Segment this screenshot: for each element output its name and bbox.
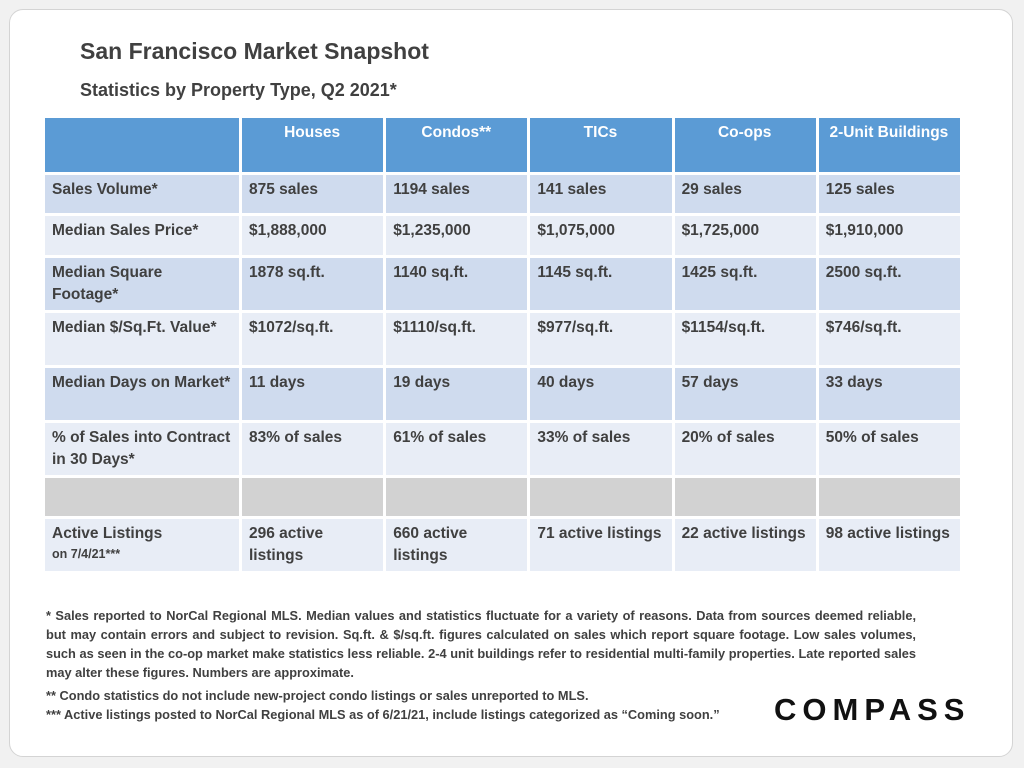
table-cell: 40 days [530, 368, 672, 420]
table-row: % of Sales into Contract in 30 Days* 83%… [45, 423, 960, 475]
spacer-cell [818, 478, 960, 516]
table-cell: 141 sales [530, 175, 672, 213]
row-label: Active Listings [52, 525, 163, 542]
table-cell: 1425 sq.ft. [674, 258, 816, 310]
table-cell: 50% of sales [818, 423, 960, 475]
table-cell: 22 active listings [674, 519, 816, 571]
page-subtitle: Statistics by Property Type, Q2 2021* [80, 80, 397, 100]
spacer-cell [386, 478, 528, 516]
table-cell: 71 active listings [530, 519, 672, 571]
compass-logo: COMPASS [774, 692, 971, 727]
spacer-cell [242, 478, 384, 516]
table-cell: 1878 sq.ft. [242, 258, 384, 310]
footnote-sales: * Sales reported to NorCal Regional MLS.… [46, 608, 916, 680]
table-cell: 29 sales [674, 175, 816, 213]
table-row: Median Square Footage* 1878 sq.ft. 1140 … [45, 258, 960, 310]
table-cell: $977/sq.ft. [530, 313, 672, 365]
spacer-cell [674, 478, 816, 516]
table-cell: 98 active listings [818, 519, 960, 571]
table-cell: 296 active listings [242, 519, 384, 571]
footnote-active-listings: *** Active listings posted to NorCal Reg… [46, 707, 720, 722]
page-title: San Francisco Market Snapshot [80, 38, 429, 64]
table-cell: $1110/sq.ft. [386, 313, 528, 365]
table-cell: $1,910,000 [818, 216, 960, 255]
table-cell: $746/sq.ft. [818, 313, 960, 365]
table-cell: $1154/sq.ft. [674, 313, 816, 365]
header-cell-condos: Condos** [386, 118, 528, 172]
table-cell: $1,725,000 [674, 216, 816, 255]
table-cell: 2500 sq.ft. [818, 258, 960, 310]
table-row: Median Sales Price* $1,888,000 $1,235,00… [45, 216, 960, 255]
table-cell: 125 sales [818, 175, 960, 213]
header-cell-houses: Houses [242, 118, 384, 172]
statistics-table: Houses Condos** TICs Co-ops 2-Unit Build… [42, 115, 963, 574]
table-cell: 875 sales [242, 175, 384, 213]
footnotes: * Sales reported to NorCal Regional MLS.… [46, 606, 916, 724]
spacer-cell [530, 478, 672, 516]
table-row: Sales Volume* 875 sales 1194 sales 141 s… [45, 175, 960, 213]
footnote-condos: ** Condo statistics do not include new-p… [46, 688, 589, 703]
table-cell: $1,888,000 [242, 216, 384, 255]
row-label: Median Square Footage* [45, 258, 239, 310]
header-cell-2unit: 2-Unit Buildings [818, 118, 960, 172]
table-cell: 20% of sales [674, 423, 816, 475]
row-label-cell: Active Listings on 7/4/21*** [45, 519, 239, 571]
table-row: Median Days on Market* 11 days 19 days 4… [45, 368, 960, 420]
table-row: Active Listings on 7/4/21*** 296 active … [45, 519, 960, 571]
table-cell: $1072/sq.ft. [242, 313, 384, 365]
row-label-note: on 7/4/21*** [52, 547, 121, 561]
table-cell: 57 days [674, 368, 816, 420]
row-label: % of Sales into Contract in 30 Days* [45, 423, 239, 475]
table-cell: 19 days [386, 368, 528, 420]
table-cell: 1145 sq.ft. [530, 258, 672, 310]
row-label: Median $/Sq.Ft. Value* [45, 313, 239, 365]
table-cell: 1194 sales [386, 175, 528, 213]
header-cell-empty [45, 118, 239, 172]
table-cell: $1,075,000 [530, 216, 672, 255]
table-row: Median $/Sq.Ft. Value* $1072/sq.ft. $111… [45, 313, 960, 365]
row-label: Sales Volume* [45, 175, 239, 213]
table-cell: 1140 sq.ft. [386, 258, 528, 310]
header-cell-tics: TICs [530, 118, 672, 172]
table-cell: 33% of sales [530, 423, 672, 475]
spacer-cell [45, 478, 239, 516]
table-row-spacer [45, 478, 960, 516]
table-cell: 11 days [242, 368, 384, 420]
row-label: Median Sales Price* [45, 216, 239, 255]
header-cell-coops: Co-ops [674, 118, 816, 172]
table-cell: 83% of sales [242, 423, 384, 475]
table-header-row: Houses Condos** TICs Co-ops 2-Unit Build… [45, 118, 960, 172]
table-cell: 33 days [818, 368, 960, 420]
table-cell: 61% of sales [386, 423, 528, 475]
table-cell: 660 active listings [386, 519, 528, 571]
row-label: Median Days on Market* [45, 368, 239, 420]
table-cell: $1,235,000 [386, 216, 528, 255]
